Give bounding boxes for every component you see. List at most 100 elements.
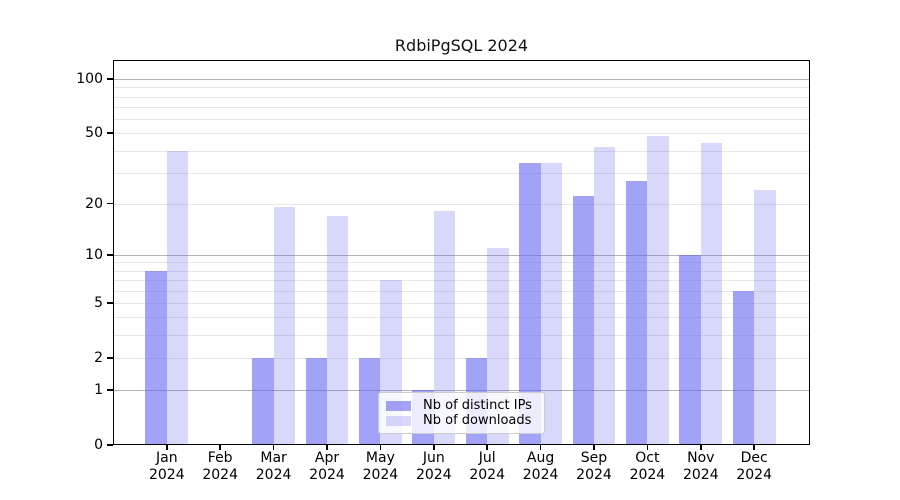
bar-dec-downloads bbox=[754, 189, 776, 445]
x-tick-mark bbox=[539, 445, 542, 450]
bar-jun-downloads bbox=[433, 211, 456, 445]
minor-gridline bbox=[113, 357, 810, 359]
major-gridline bbox=[113, 79, 810, 80]
y-tick-label: 0 bbox=[94, 437, 103, 453]
chart-title: RdbiPgSQL 2024 bbox=[394, 36, 529, 55]
bar-may-distinct-ips bbox=[359, 357, 381, 445]
x-tick-month: Oct bbox=[635, 450, 660, 466]
x-tick-year: 2024 bbox=[148, 466, 185, 483]
bar-oct-downloads bbox=[647, 136, 669, 445]
x-tick-mark bbox=[166, 445, 168, 450]
x-tick-year: 2024 bbox=[629, 466, 666, 483]
legend-label-distinct-ips: Nb of distinct IPs bbox=[423, 398, 532, 413]
x-tick-month: Feb bbox=[207, 450, 233, 466]
y-tick-mark bbox=[107, 302, 113, 304]
x-tick-mark bbox=[433, 445, 435, 450]
x-tick-label-feb: Feb 2024 bbox=[188, 450, 252, 483]
y-tick-label: 1 bbox=[94, 382, 103, 399]
legend-item-downloads: Nb of downloads bbox=[386, 413, 538, 428]
x-tick-mark bbox=[646, 445, 649, 450]
legend-swatch-distinct-ips bbox=[386, 400, 411, 411]
x-tick-month: Dec bbox=[740, 450, 768, 466]
minor-gridline bbox=[113, 118, 810, 120]
y-tick-mark bbox=[107, 132, 113, 134]
x-tick-mark bbox=[379, 445, 382, 450]
x-tick-month: Mar bbox=[260, 450, 287, 466]
minor-gridline bbox=[113, 150, 810, 152]
x-tick-label-oct: Oct 2024 bbox=[615, 450, 679, 483]
x-tick-month: Aug bbox=[526, 450, 555, 466]
bar-nov-distinct-ips bbox=[679, 254, 701, 445]
y-tick-mark bbox=[107, 78, 113, 80]
x-tick-label-apr: Apr 2024 bbox=[295, 450, 359, 483]
bar-apr-distinct-ips bbox=[305, 357, 327, 445]
minor-gridline bbox=[113, 172, 810, 174]
x-tick-year: 2024 bbox=[522, 466, 559, 483]
x-tick-label-nov: Nov 2024 bbox=[669, 450, 733, 483]
minor-gridline bbox=[113, 270, 810, 272]
major-gridline bbox=[113, 390, 810, 392]
legend-item-distinct-ips: Nb of distinct IPs bbox=[386, 398, 538, 413]
y-tick-mark bbox=[107, 389, 113, 391]
y-tick-mark bbox=[107, 202, 113, 205]
bar-mar-downloads bbox=[273, 207, 295, 445]
x-tick-mark bbox=[219, 445, 221, 450]
bar-oct-distinct-ips bbox=[626, 180, 648, 445]
x-tick-mark bbox=[486, 445, 488, 450]
x-tick-label-mar: Mar 2024 bbox=[242, 450, 306, 483]
minor-gridline bbox=[113, 335, 810, 337]
bar-nov-downloads bbox=[700, 143, 723, 445]
minor-gridline bbox=[113, 133, 810, 135]
bar-jan-distinct-ips bbox=[145, 270, 167, 445]
x-tick-year: 2024 bbox=[255, 466, 292, 483]
minor-gridline bbox=[113, 87, 810, 89]
bar-aug-downloads bbox=[540, 163, 562, 445]
plot-area bbox=[113, 60, 810, 445]
y-tick-label: 10 bbox=[85, 246, 103, 263]
x-tick-month: May bbox=[365, 450, 395, 466]
x-tick-label-sep: Sep 2024 bbox=[562, 450, 626, 483]
bar-mar-distinct-ips bbox=[252, 357, 274, 445]
minor-gridline bbox=[113, 203, 810, 205]
x-tick-year: 2024 bbox=[469, 466, 505, 483]
minor-gridline bbox=[113, 290, 810, 292]
bar-sep-downloads bbox=[594, 146, 616, 445]
y-tick-mark bbox=[107, 254, 113, 256]
y-tick-label: 5 bbox=[94, 294, 103, 311]
y-tick-label: 2 bbox=[94, 349, 103, 366]
minor-gridline bbox=[113, 280, 810, 282]
y-tick-mark bbox=[107, 444, 113, 446]
minor-gridline bbox=[113, 262, 810, 264]
x-tick-label-jun: Jun 2024 bbox=[402, 450, 466, 483]
x-tick-label-jul: Jul 2024 bbox=[455, 450, 519, 483]
x-tick-label-dec: Dec 2024 bbox=[722, 450, 786, 483]
x-tick-mark bbox=[753, 445, 755, 450]
x-tick-month: Nov bbox=[687, 450, 715, 466]
x-tick-label-aug: Aug 2024 bbox=[509, 450, 573, 483]
x-tick-year: 2024 bbox=[682, 466, 719, 483]
x-tick-mark bbox=[593, 445, 595, 450]
x-tick-year: 2024 bbox=[202, 466, 238, 483]
legend: Nb of distinct IPs Nb of downloads bbox=[378, 392, 545, 434]
bar-apr-downloads bbox=[327, 215, 349, 445]
x-tick-year: 2024 bbox=[576, 466, 612, 483]
x-tick-year: 2024 bbox=[415, 466, 452, 483]
bar-jan-downloads bbox=[166, 150, 189, 445]
x-tick-month: Jan bbox=[156, 450, 178, 466]
x-tick-year: 2024 bbox=[362, 466, 399, 483]
y-tick-label: 20 bbox=[85, 195, 103, 212]
x-tick-label-may: May 2024 bbox=[348, 450, 412, 483]
x-tick-mark bbox=[272, 445, 275, 450]
x-tick-month: Sep bbox=[580, 450, 608, 466]
major-gridline bbox=[113, 254, 810, 256]
minor-gridline bbox=[113, 96, 810, 98]
x-tick-label-jan: Jan 2024 bbox=[135, 450, 199, 483]
y-tick-label: 50 bbox=[85, 125, 103, 142]
minor-gridline bbox=[113, 317, 810, 319]
x-tick-month: Jul bbox=[478, 450, 496, 466]
x-tick-mark bbox=[700, 445, 702, 450]
legend-label-downloads: Nb of downloads bbox=[423, 413, 532, 428]
x-tick-year: 2024 bbox=[736, 466, 772, 483]
y-tick-mark bbox=[107, 357, 113, 359]
